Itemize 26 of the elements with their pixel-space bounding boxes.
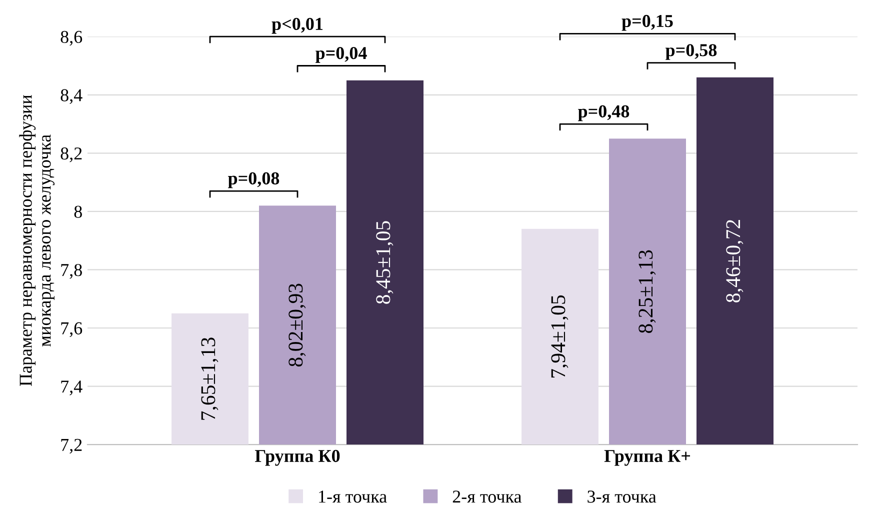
y-tick-label: 8,2: [60, 147, 82, 162]
y-tick-label: 7,8: [61, 264, 82, 279]
legend-label: 1-я точка: [319, 490, 387, 503]
annotation: p=0,08: [228, 172, 280, 188]
text: p=0,15: [622, 14, 673, 31]
text: p<0,01: [272, 18, 323, 34]
y-tick-label: 8: [74, 206, 82, 218]
annotation: p=0,04: [316, 46, 367, 63]
data-label: 7,65±1,13: [201, 338, 218, 420]
data-label: 8,46±0,72: [726, 220, 744, 302]
y-tick-label: 8,4: [60, 89, 82, 104]
y-axis-title: Параметр неравномерности перфузии миокарда левого желудочка: [19, 95, 55, 386]
x-tick-label: Группа К+: [604, 450, 690, 466]
data-label: 8,25±1,13: [638, 250, 656, 333]
data-label: 8,45±1,05: [376, 221, 394, 304]
legend-label: 2-я точка: [452, 490, 522, 503]
y-tick-label: 8,6: [60, 30, 82, 46]
legend-label: 3-я точка: [588, 490, 656, 503]
data-label: 7,94±1,05: [551, 295, 568, 378]
annotation: p=0,48: [578, 105, 630, 122]
annotation: p=0,58: [666, 44, 717, 60]
y-tick-label: 7,4: [61, 380, 82, 396]
x-tick-label: Группа К0: [255, 450, 340, 466]
data-label: 8,02±0,93: [288, 284, 306, 366]
y-tick-label: 7,6: [61, 322, 82, 338]
y-tick-label: 7,2: [61, 438, 82, 454]
